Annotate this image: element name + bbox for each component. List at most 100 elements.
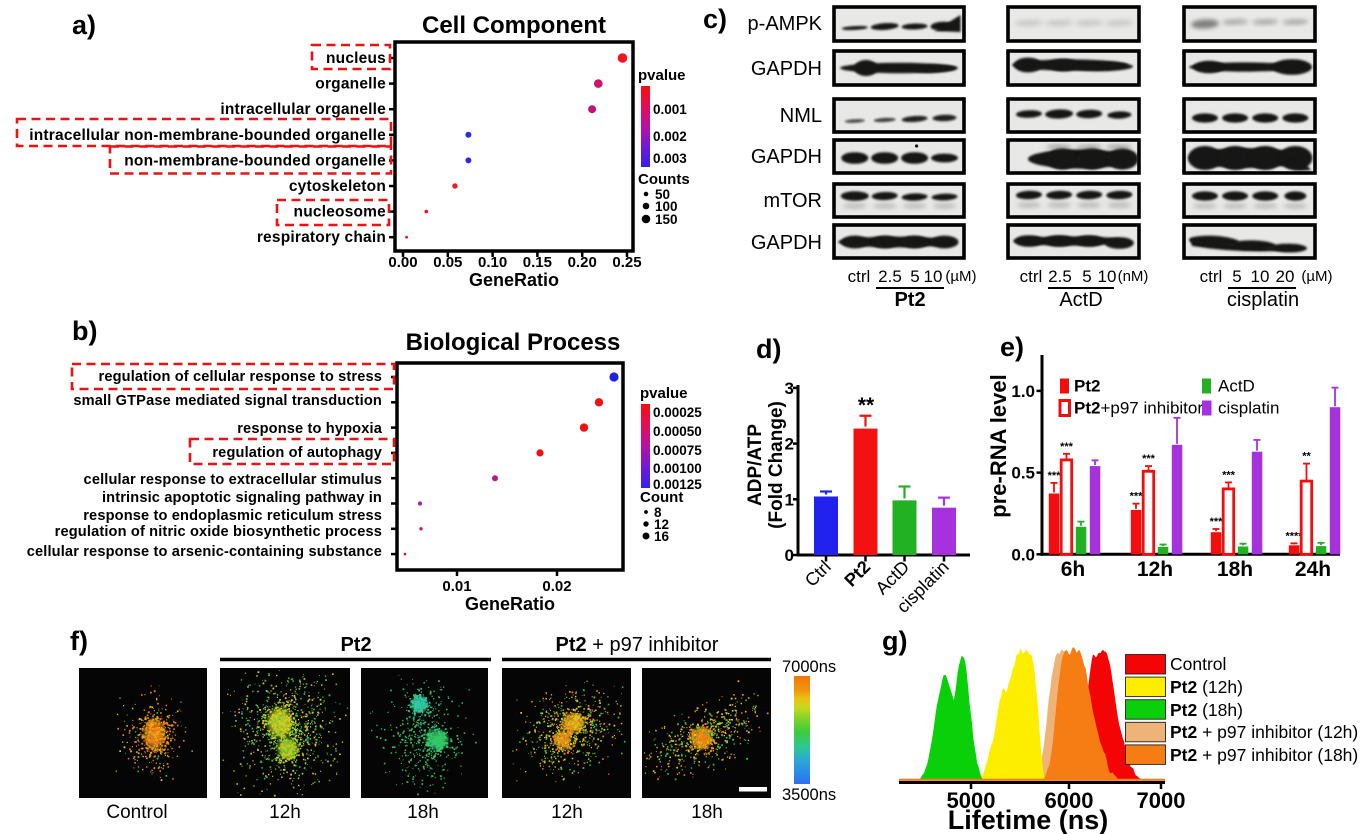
svg-text:5000: 5000 [947, 788, 996, 813]
svg-text:Pt2 + p97 inhibitor (18h): Pt2 + p97 inhibitor (18h) [1170, 745, 1358, 765]
svg-text:0.5: 0.5 [1011, 464, 1035, 483]
svg-text:response to endoplasmic reticu: response to endoplasmic reticulum stress [83, 508, 382, 524]
svg-text:0.00075: 0.00075 [653, 443, 702, 458]
svg-text:2.5: 2.5 [878, 267, 902, 286]
svg-text:nucleus: nucleus [326, 50, 386, 67]
svg-text:10: 10 [1251, 267, 1270, 286]
svg-text:7000: 7000 [1137, 788, 1186, 813]
svg-text:16: 16 [654, 529, 670, 544]
svg-text:1.0: 1.0 [1011, 382, 1035, 401]
svg-text:(µM): (µM) [945, 268, 976, 285]
svg-text:Pt2 + p97 inhibitor (12h): Pt2 + p97 inhibitor (12h) [1170, 722, 1358, 742]
svg-text:pvalue: pvalue [638, 67, 686, 84]
svg-text:Pt2+p97 inhibitor: Pt2+p97 inhibitor [1074, 399, 1203, 418]
svg-text:nucleosome: nucleosome [294, 204, 387, 221]
svg-text:0.00025: 0.00025 [653, 405, 702, 420]
svg-text:Lifetime (ns): Lifetime (ns) [948, 805, 1109, 834]
svg-text:Pt2: Pt2 [894, 289, 925, 311]
svg-text:Control: Control [106, 802, 167, 823]
svg-text:cellular response to extracell: cellular response to extracellular stimu… [84, 472, 382, 488]
svg-text:0.002: 0.002 [653, 129, 687, 144]
svg-text:Pt2: Pt2 [1074, 377, 1100, 396]
svg-text:p-AMPK: p-AMPK [748, 13, 823, 35]
svg-text:***: *** [1222, 469, 1236, 481]
svg-text:100: 100 [655, 199, 678, 214]
svg-text:mTOR: mTOR [763, 190, 822, 212]
svg-text:ctrl: ctrl [1020, 267, 1043, 286]
svg-text:Pt2 + p97 inhibitor: Pt2 + p97 inhibitor [556, 634, 719, 656]
svg-text:(nM): (nM) [1118, 268, 1149, 285]
svg-text:(Fold Change): (Fold Change) [766, 401, 787, 529]
svg-text:response to hypoxia: response to hypoxia [237, 421, 383, 437]
svg-text:6000: 6000 [1045, 788, 1094, 813]
svg-text:intracellular organelle: intracellular organelle [220, 101, 386, 118]
svg-text:Cell Component: Cell Component [422, 12, 606, 39]
svg-text:***: *** [1142, 453, 1156, 465]
svg-text:3: 3 [785, 379, 794, 398]
svg-text:5: 5 [1232, 267, 1241, 286]
svg-text:regulation of autophagy: regulation of autophagy [212, 445, 382, 461]
svg-text:Counts: Counts [638, 171, 690, 188]
svg-text:Biological Process: Biological Process [406, 329, 621, 356]
svg-text:0.0: 0.0 [1011, 545, 1035, 564]
svg-text:18h: 18h [691, 802, 723, 823]
svg-text:GAPDH: GAPDH [751, 146, 822, 168]
svg-text:Pt2 (18h): Pt2 (18h) [1170, 700, 1243, 720]
svg-text:ActD: ActD [1059, 289, 1102, 311]
svg-text:cisplatin: cisplatin [1227, 289, 1299, 311]
svg-text:12h: 12h [551, 802, 583, 823]
svg-text:0.25: 0.25 [612, 254, 641, 271]
svg-text:non-membrane-bounded organelle: non-membrane-bounded organelle [124, 152, 386, 169]
svg-text:50: 50 [655, 187, 670, 202]
svg-text:0.003: 0.003 [653, 151, 687, 166]
svg-text:d): d) [756, 334, 781, 364]
svg-text:12h: 12h [1137, 558, 1173, 581]
svg-text:10: 10 [1098, 267, 1117, 286]
svg-text:c): c) [703, 4, 727, 34]
svg-text:0.02: 0.02 [542, 578, 571, 595]
svg-text:2: 2 [785, 435, 794, 454]
svg-text:0.20: 0.20 [568, 254, 597, 271]
svg-text:0.15: 0.15 [523, 254, 552, 271]
svg-text:intracellular non-membrane-bou: intracellular non-membrane-bounded organ… [29, 127, 386, 144]
svg-text:regulation of nitric oxide bio: regulation of nitric oxide biosynthetic … [55, 524, 382, 540]
svg-text:cellular response to arsenic-c: cellular response to arsenic-containing … [27, 544, 382, 560]
svg-text:ADP/ATP: ADP/ATP [745, 424, 766, 506]
svg-text:18h: 18h [1217, 558, 1253, 581]
svg-text:cisplatin: cisplatin [1218, 399, 1279, 418]
svg-text:g): g) [882, 626, 907, 656]
svg-text:b): b) [72, 316, 97, 346]
svg-text:0.05: 0.05 [433, 254, 462, 271]
svg-text:5: 5 [1082, 267, 1091, 286]
svg-text:0.00: 0.00 [388, 254, 417, 271]
svg-text:***: *** [1130, 491, 1144, 503]
svg-text:small GTPase mediated signal t: small GTPase mediated signal transductio… [73, 393, 382, 409]
svg-text:respiratory chain: respiratory chain [257, 229, 386, 246]
svg-text:0.01: 0.01 [442, 578, 471, 595]
svg-text:***: *** [1048, 470, 1062, 482]
svg-text:(µM): (µM) [1301, 268, 1332, 285]
svg-text:3500ns: 3500ns [782, 786, 836, 804]
svg-text:0.10: 0.10 [478, 254, 507, 271]
svg-text:NML: NML [780, 105, 822, 127]
svg-text:intrinsic apoptotic signaling: intrinsic apoptotic signaling pathway in [102, 490, 382, 506]
svg-text:150: 150 [655, 212, 678, 227]
svg-text:a): a) [72, 10, 96, 40]
svg-text:5: 5 [910, 267, 919, 286]
svg-text:**: ** [1302, 451, 1311, 463]
svg-text:GAPDH: GAPDH [751, 58, 822, 80]
svg-text:Count: Count [640, 489, 683, 506]
svg-text:0.00100: 0.00100 [653, 461, 702, 476]
svg-text:ctrl: ctrl [848, 267, 871, 286]
svg-text:GeneRatio: GeneRatio [465, 594, 555, 614]
svg-text:0: 0 [785, 546, 794, 565]
svg-text:f): f) [70, 626, 88, 656]
svg-text:***: *** [1210, 516, 1224, 528]
svg-text:1: 1 [785, 490, 794, 509]
svg-text:24h: 24h [1295, 558, 1331, 581]
svg-text:pvalue: pvalue [640, 385, 688, 402]
svg-text:Control: Control [1170, 654, 1226, 674]
svg-text:0.001: 0.001 [653, 102, 687, 117]
svg-text:0.00125: 0.00125 [653, 477, 702, 492]
svg-text:pre-RNA level: pre-RNA level [986, 374, 1011, 517]
